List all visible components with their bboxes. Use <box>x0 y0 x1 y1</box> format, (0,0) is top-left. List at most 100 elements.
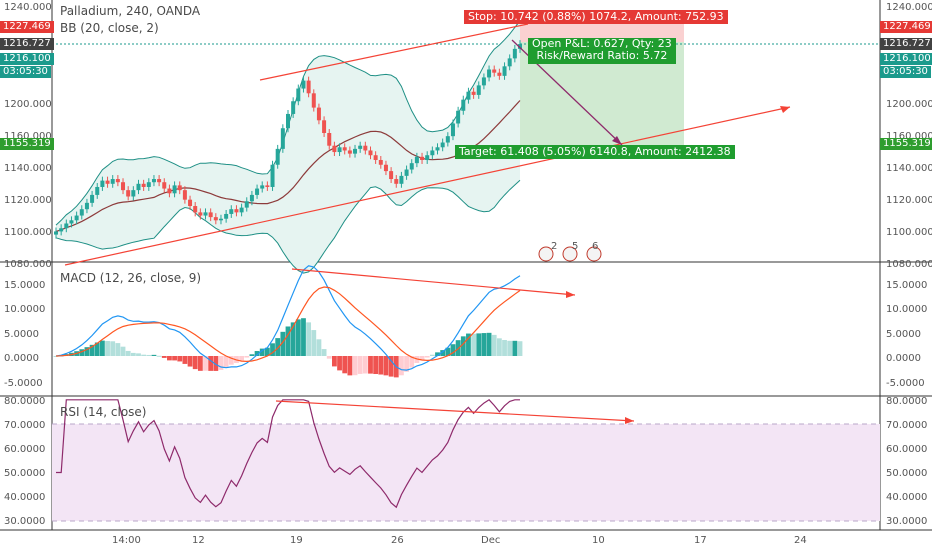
macd-histogram-bar <box>94 342 100 356</box>
candle-body <box>404 169 409 176</box>
macd-histogram-bar <box>445 347 451 356</box>
macd-histogram-bar <box>264 347 270 356</box>
y-tick-macd: 5.0000 <box>4 329 39 340</box>
candle-body <box>69 220 74 224</box>
stop-zone[interactable] <box>516 20 684 42</box>
rsi-divergence-arrow <box>625 417 634 424</box>
macd-histogram-bar <box>156 355 162 357</box>
open-pnl-text: Open P&L: 0.627, Qty: 23 <box>532 37 672 50</box>
macd-histogram-bar <box>419 356 425 361</box>
macd-histogram-bar <box>146 354 152 356</box>
candle-body <box>316 107 321 121</box>
rsi-divergence-line[interactable] <box>275 400 635 422</box>
candle-body <box>208 212 213 218</box>
macd-histogram-bar <box>53 356 59 357</box>
candle-body <box>74 215 79 221</box>
trend-channel-lower[interactable] <box>64 106 791 266</box>
y-tick-rsi: 70.0000 <box>886 420 927 431</box>
y-tick-rsi: 70.0000 <box>4 420 45 431</box>
candle-body <box>244 201 249 208</box>
candle-body <box>425 155 430 160</box>
candle-body <box>110 179 115 184</box>
macd-histogram-bar <box>270 343 275 356</box>
candle-body <box>265 185 270 187</box>
y-tick-macd: 15.0000 <box>4 280 45 291</box>
macd-histogram-bar <box>496 338 502 356</box>
right-price-label-stop: 1227.469 <box>880 21 932 33</box>
macd-histogram-bar <box>213 356 219 371</box>
candle-body <box>409 163 414 170</box>
stop-label[interactable]: Stop: 10.742 (0.88%) 1074.2, Amount: 752… <box>464 10 728 24</box>
macd-histogram-bar <box>203 356 208 371</box>
candle-body <box>177 185 182 191</box>
candle-body <box>131 190 136 197</box>
risk-reward-text: Risk/Reward Ratio: 5.72 <box>536 49 668 62</box>
candle-body <box>59 228 64 232</box>
y-tick-macd: 0.0000 <box>886 353 921 364</box>
rsi-band <box>52 424 880 521</box>
candle-body <box>322 120 327 133</box>
y-tick-rsi: 30.0000 <box>886 516 927 527</box>
macd-histogram-bar <box>337 356 342 371</box>
right-price-label-green: 1216.100 <box>880 53 932 65</box>
macd-histogram-bar <box>332 356 337 367</box>
bollinger-lower <box>55 179 521 274</box>
candle-body <box>440 142 445 148</box>
candle-body <box>193 206 198 213</box>
macd-histogram-bar <box>399 356 404 376</box>
trend-channel-upper[interactable] <box>259 23 529 81</box>
candle-body <box>182 190 187 200</box>
price-label-last: 1216.727 <box>0 38 54 50</box>
y-tick-price: 1140.000 <box>886 163 932 174</box>
candle-body <box>471 91 476 95</box>
target-label[interactable]: Target: 61.408 (5.05%) 6140.8, Amount: 2… <box>455 145 735 159</box>
y-tick-price: 1240.000 <box>4 2 52 13</box>
macd-divergence-line[interactable] <box>291 268 576 296</box>
macd-histogram-bar <box>172 356 177 361</box>
candle-body <box>306 80 311 94</box>
rsi-line <box>56 399 520 509</box>
macd-histogram-bar <box>450 344 456 356</box>
candle-body <box>100 180 105 187</box>
macd-histogram-bar <box>192 356 198 370</box>
y-tick-price: 1120.000 <box>886 195 932 206</box>
macd-histogram-bar <box>84 347 90 356</box>
macd-histogram-bar <box>429 354 435 356</box>
candle-body <box>342 147 347 151</box>
macd-histogram-bar <box>110 341 116 356</box>
candles-group <box>54 40 522 239</box>
y-tick-rsi: 50.0000 <box>4 468 45 479</box>
trade-path-arrow <box>612 136 622 145</box>
candle-body <box>445 136 450 143</box>
macd-histogram-bar <box>167 356 172 361</box>
candle-body <box>105 180 110 184</box>
macd-histogram-bar <box>357 356 363 374</box>
candle-body <box>430 150 435 156</box>
macd-axis: 15.0000 10.0000 5.0000 0.0000 -5.0000 15… <box>4 280 927 389</box>
y-tick-price: 1100.000 <box>4 227 52 238</box>
candle-body <box>157 179 162 183</box>
candle-body <box>79 209 84 216</box>
price-label-green: 1216.100 <box>0 53 54 65</box>
y-tick-rsi: 60.0000 <box>886 444 927 455</box>
event-markers[interactable]: 2 5 6 <box>538 241 602 262</box>
event-count-3: 6 <box>592 241 598 252</box>
rsi-legend: RSI (14, close) <box>60 405 147 419</box>
y-tick-rsi: 40.0000 <box>886 492 927 503</box>
macd-histogram-bar <box>120 346 126 356</box>
candle-body <box>337 147 342 153</box>
y-tick-macd: 0.0000 <box>4 353 39 364</box>
candle-body <box>332 145 337 153</box>
price-axis-right: 1240.000 1200.000 1160.000 1140.000 1120… <box>886 2 932 270</box>
macd-histogram-bar <box>285 326 291 356</box>
open-pnl-label[interactable]: Open P&L: 0.627, Qty: 23 Risk/Reward Rat… <box>528 38 676 64</box>
signal-line <box>55 286 521 363</box>
macd-histogram-bar <box>321 349 327 356</box>
macd-histogram-bar <box>228 356 234 365</box>
candle-body <box>296 88 301 102</box>
chart-title: Palladium, 240, OANDA <box>60 4 201 18</box>
y-tick-rsi: 60.0000 <box>4 444 45 455</box>
macd-histogram-bar <box>378 356 384 375</box>
macd-histogram-bar <box>125 350 131 356</box>
